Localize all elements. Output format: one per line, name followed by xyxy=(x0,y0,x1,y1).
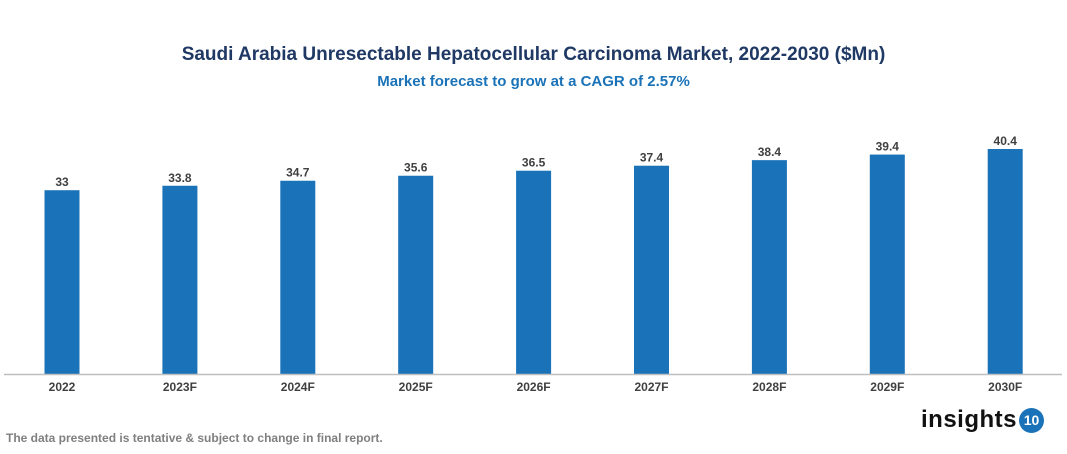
data-label: 33.8 xyxy=(168,171,192,185)
x-tick-label: 2029F xyxy=(870,380,904,394)
bar xyxy=(751,160,787,374)
insights10-logo: insights 10 xyxy=(921,406,1045,434)
bar-chart: 33 2022 33.8 2023F 34.7 2024F 35.6 2025F 36.5 202… xyxy=(4,134,1062,394)
bar xyxy=(516,170,552,374)
bar xyxy=(162,185,198,374)
data-label: 36.5 xyxy=(522,156,546,170)
x-tick-label: 2027F xyxy=(634,380,668,394)
x-tick-label: 2024F xyxy=(281,380,315,394)
x-tick-label: 2023F xyxy=(163,380,197,394)
bar xyxy=(280,180,316,374)
x-tick-label: 2025F xyxy=(399,380,433,394)
x-tick-label: 2028F xyxy=(752,380,786,394)
bar xyxy=(44,190,80,374)
data-label: 40.4 xyxy=(994,134,1018,148)
x-tick-label: 2030F xyxy=(988,380,1022,394)
chart-title: Saudi Arabia Unresectable Hepatocellular… xyxy=(181,44,886,65)
chart-subtitle: Market forecast to grow at a CAGR of 2.5… xyxy=(377,73,690,90)
bar xyxy=(634,165,669,374)
data-label: 39.4 xyxy=(876,140,900,154)
bar xyxy=(398,175,434,374)
x-tick-label: 2022 xyxy=(49,380,76,394)
data-label: 35.6 xyxy=(404,161,428,175)
data-label: 37.4 xyxy=(640,151,664,165)
footnote: The data presented is tentative & subjec… xyxy=(6,431,383,445)
bar xyxy=(869,154,905,374)
logo-text: insights xyxy=(921,406,1018,433)
data-label: 33 xyxy=(55,175,69,189)
x-tick-label: 2026F xyxy=(517,380,551,394)
data-label: 34.7 xyxy=(286,166,310,180)
data-label: 38.4 xyxy=(758,145,782,159)
bar xyxy=(987,149,1023,374)
logo-badge: 10 xyxy=(1019,407,1045,433)
